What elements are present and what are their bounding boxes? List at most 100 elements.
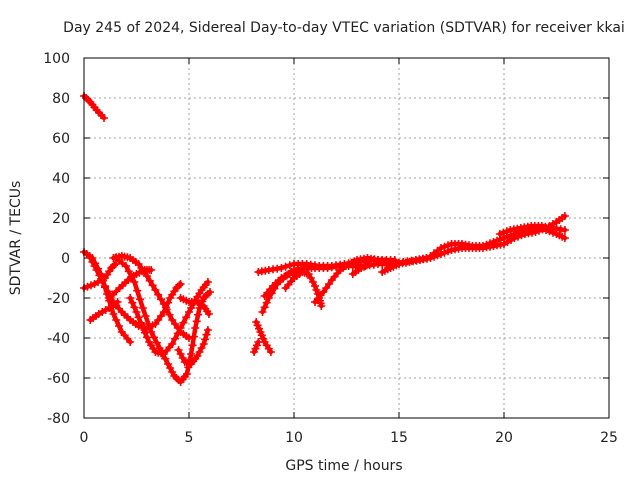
plus-marker	[92, 266, 101, 274]
plus-marker	[277, 264, 286, 272]
axis-ticks: 0 5 10 15 20 25 -80 -60 -40 -20 0 20 40 60 80 100	[43, 51, 618, 446]
plus-marker	[204, 310, 213, 318]
series-s4	[86, 254, 185, 332]
y-tick-label: 60	[52, 131, 70, 147]
y-tick-label: 100	[43, 51, 70, 67]
plus-marker	[489, 238, 498, 246]
plus-marker	[262, 298, 271, 307]
y-tick-label: 40	[52, 171, 70, 187]
y-tick-label: 80	[52, 91, 70, 107]
plot-frame	[83, 57, 610, 419]
series-s11	[176, 294, 213, 318]
series-s22	[495, 222, 569, 238]
series-s6	[105, 266, 156, 302]
plus-marker	[151, 286, 160, 294]
plus-marker	[188, 341, 197, 350]
plus-marker	[191, 324, 200, 332]
plus-marker	[192, 317, 201, 326]
plus-marker	[152, 338, 161, 347]
plus-marker	[202, 330, 211, 339]
plus-marker	[281, 262, 290, 271]
plus-marker	[203, 278, 212, 286]
plus-marker	[173, 329, 182, 338]
plus-marker	[98, 276, 107, 285]
plus-marker	[437, 244, 445, 252]
plus-marker	[159, 300, 168, 308]
plus-marker	[165, 310, 174, 319]
plus-marker	[258, 308, 267, 316]
plus-marker	[440, 242, 449, 251]
plus-marker	[365, 260, 374, 268]
plus-marker	[175, 281, 184, 290]
plus-marker	[126, 294, 135, 302]
plus-marker	[203, 326, 212, 334]
x-tick-label: 10	[285, 430, 303, 446]
x-tick-label: 15	[390, 430, 408, 446]
plus-marker	[493, 236, 501, 245]
series-line	[88, 299, 120, 323]
series-s10	[174, 326, 212, 368]
plus-marker	[103, 287, 112, 296]
plus-marker	[189, 332, 198, 341]
plus-marker	[141, 312, 150, 320]
plus-marker	[260, 303, 269, 312]
plus-marker	[199, 340, 208, 348]
plus-marker	[266, 348, 275, 356]
plus-marker	[311, 282, 319, 290]
series-line	[81, 93, 107, 121]
plus-marker	[128, 298, 137, 307]
x-tick-label: 25	[600, 430, 618, 446]
plus-marker	[112, 316, 121, 324]
plus-marker	[264, 294, 273, 302]
x-axis-label: GPS time / hours	[285, 458, 402, 474]
x-tick-label: 0	[80, 430, 89, 446]
y-tick-label: 0	[61, 251, 70, 267]
y-tick-label: -40	[47, 331, 70, 347]
plus-marker	[285, 261, 294, 270]
plus-marker	[185, 334, 193, 342]
series-line	[127, 279, 211, 357]
plus-marker	[206, 288, 214, 296]
plus-marker	[187, 350, 196, 358]
series-s3	[80, 260, 120, 292]
series-s16	[260, 266, 303, 300]
plus-marker	[479, 242, 487, 250]
plus-marker	[560, 234, 569, 242]
plus-marker	[444, 241, 452, 250]
plus-marker	[176, 280, 185, 288]
plus-marker	[87, 281, 95, 290]
plus-marker	[100, 114, 108, 122]
plus-marker	[148, 281, 157, 290]
plus-marker	[124, 267, 133, 276]
plus-marker	[201, 335, 210, 344]
plus-marker	[133, 286, 142, 295]
plus-marker	[145, 276, 154, 285]
plus-marker	[194, 310, 203, 319]
plus-marker	[140, 328, 149, 337]
y-axis-label: SDTVAR / TECUs	[8, 181, 24, 296]
y-tick-label: -80	[47, 411, 70, 427]
series-s13	[250, 338, 263, 356]
plus-marker	[162, 305, 171, 314]
plus-marker	[495, 230, 504, 238]
plus-marker	[486, 239, 494, 248]
plus-marker	[482, 240, 491, 249]
x-tick-label: 5	[185, 430, 194, 446]
plus-marker	[143, 272, 151, 280]
plus-marker	[126, 338, 135, 346]
y-tick-label: -20	[47, 291, 70, 307]
plus-marker	[95, 271, 104, 280]
plus-marker	[132, 308, 141, 316]
plus-marker	[138, 324, 147, 332]
plus-marker	[312, 286, 321, 294]
series-s12	[252, 318, 275, 356]
plus-marker	[143, 333, 151, 342]
plus-marker	[157, 295, 165, 304]
plus-marker	[138, 304, 147, 312]
x-tick-label: 20	[495, 430, 513, 446]
plus-marker	[154, 290, 163, 299]
plus-marker	[147, 266, 156, 274]
plus-marker	[560, 212, 569, 220]
plus-marker	[317, 302, 326, 310]
